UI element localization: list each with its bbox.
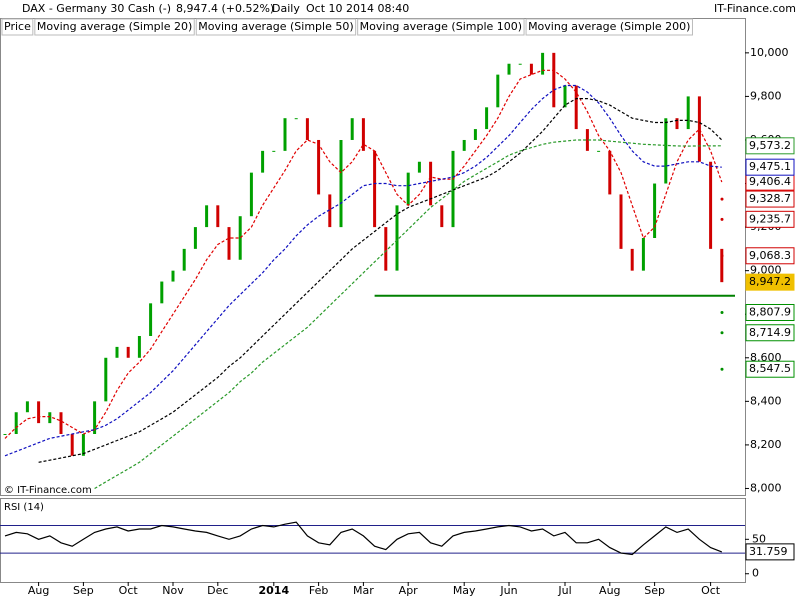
level-dot [720, 367, 724, 371]
y-tick-label: 0 [752, 567, 759, 580]
y-tick-label: 8,000 [750, 481, 782, 494]
level-dot [720, 331, 724, 335]
x-tick-label: Nov [162, 584, 184, 597]
legend-entry: Moving average (Simple 20) [37, 20, 192, 33]
x-tick-label: Apr [399, 584, 419, 597]
legend-entry: Price [4, 20, 31, 33]
last-value-label: 9,406.4 [749, 175, 791, 188]
level-box [745, 303, 795, 321]
last-value-box [745, 137, 795, 155]
level-box [745, 210, 795, 228]
x-tick-label: 2014 [258, 584, 289, 597]
level-label: 8,547.5 [749, 362, 791, 375]
legend-entry: Moving average (Simple 100) [360, 20, 522, 33]
last-value-box [745, 273, 795, 291]
x-tick-label: Aug [28, 584, 49, 597]
level-label: 9,235.7 [749, 212, 791, 225]
x-tick-label: Oct [119, 584, 139, 597]
level-label: 9,068.3 [749, 249, 791, 262]
level-box [745, 360, 795, 378]
period: Daily [272, 2, 300, 15]
last-value-label: 31.759 [749, 545, 788, 558]
legend-box [195, 18, 357, 36]
x-tick-label: Sep [644, 584, 665, 597]
last-value-label: 9,475.1 [749, 160, 791, 173]
x-tick-label: Oct [701, 584, 721, 597]
last-value-label: 8,947.2 [749, 275, 791, 288]
quote: 8,947.4 (+0.52%) [176, 2, 274, 15]
level-dot [720, 310, 724, 314]
legend-box [525, 18, 693, 36]
x-tick-label: Jun [499, 584, 517, 597]
level-dot [720, 217, 724, 221]
brand: IT-Finance.com [714, 2, 796, 15]
x-tick-label: Dec [207, 584, 228, 597]
y-tick-label: 50 [752, 532, 766, 545]
level-box [745, 324, 795, 342]
level-label: 8,714.9 [749, 326, 791, 339]
last-value-label: 9,573.2 [749, 139, 791, 152]
x-tick-label: May [453, 584, 476, 597]
level-box [745, 247, 795, 265]
y-tick-label: 8,400 [750, 394, 782, 407]
moving-average-line [94, 139, 722, 490]
level-label: 9,328.7 [749, 192, 791, 205]
rsi-title: RSI (14) [4, 502, 44, 513]
rsi-frame [0, 498, 746, 583]
header-bar [0, 0, 800, 18]
level-label: 8,807.9 [749, 305, 791, 318]
moving-average-line [38, 98, 723, 463]
legend-box [1, 18, 34, 36]
level-dot [720, 197, 724, 201]
level-dot [720, 254, 724, 258]
moving-average-line [4, 69, 723, 439]
watermark: © IT-Finance.com [4, 485, 92, 496]
x-tick-label: Sep [73, 584, 94, 597]
timestamp: Oct 10 2014 08:40 [306, 2, 409, 15]
legend-box [357, 18, 525, 36]
x-tick-label: Feb [309, 584, 328, 597]
plot-frame [0, 18, 746, 496]
x-tick-label: Aug [599, 584, 620, 597]
y-tick-label: 10,000 [750, 46, 789, 59]
level-box [745, 190, 795, 208]
y-tick-label: 8,600 [750, 351, 782, 364]
rsi-line [4, 521, 723, 556]
y-tick-label: 9,800 [750, 89, 782, 102]
x-tick-label: Jul [557, 584, 571, 597]
legend-box [34, 18, 195, 36]
x-tick-label: Mar [353, 584, 374, 597]
y-tick-label: 8,200 [750, 438, 782, 451]
y-tick-label: 9,000 [750, 264, 782, 277]
last-value-box [745, 158, 795, 176]
legend-entry: Moving average (Simple 50) [198, 20, 353, 33]
legend-entry: Moving average (Simple 200) [528, 20, 690, 33]
instrument: DAX - Germany 30 Cash (-) [22, 2, 171, 15]
last-value-box [745, 543, 795, 561]
